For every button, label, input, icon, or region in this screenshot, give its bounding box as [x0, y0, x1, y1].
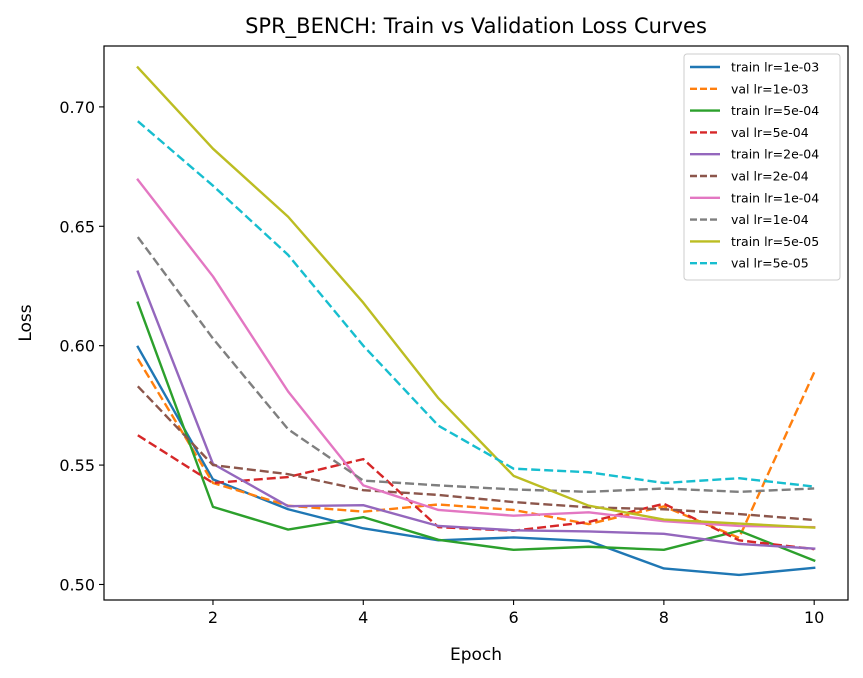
- legend-box: [683, 53, 841, 281]
- y-tick-label: 0.70: [59, 98, 95, 117]
- legend-entry-label: train lr=5e-04: [731, 103, 819, 118]
- series-line-val-lr-2e-04: [136, 385, 815, 522]
- legend: train lr=1e-03 val lr=1e-03 train lr=5e-04…: [683, 53, 841, 281]
- y-tick-label: 0.50: [59, 575, 95, 594]
- legend-entry-label: train lr=1e-04: [731, 190, 819, 205]
- legend-entry-label: train lr=5e-05: [731, 234, 819, 249]
- y-axis-label: Loss: [16, 304, 36, 341]
- series-line-train-lr-2e-04: [136, 270, 816, 550]
- y-axis-ticks: 0.50 0.55 0.60 0.65 0.70: [59, 98, 104, 594]
- plot-frame: [103, 45, 849, 601]
- series-line-train-lr-1e-04: [136, 178, 816, 529]
- x-tick-label: 6: [508, 608, 518, 627]
- x-tick-label: 8: [659, 608, 669, 627]
- series-line-train-lr-5e-04: [136, 301, 816, 563]
- x-tick-label: 2: [208, 608, 218, 627]
- x-axis-label: Epoch: [450, 645, 502, 665]
- chart-title: SPR_BENCH: Train vs Validation Loss Curv…: [245, 14, 707, 39]
- x-tick-label: 10: [804, 608, 824, 627]
- y-tick-label: 0.55: [59, 456, 95, 475]
- series-line-val-lr-1e-04: [136, 236, 815, 494]
- legend-entry-label: val lr=5e-04: [731, 125, 809, 140]
- y-tick-label: 0.60: [59, 337, 95, 356]
- x-axis-ticks: 2 4 6 8 10: [208, 600, 824, 627]
- legend-entry-label: val lr=1e-04: [731, 212, 809, 227]
- plot-area: [136, 65, 816, 577]
- legend-entry-label: val lr=2e-04: [731, 169, 809, 184]
- legend-entry-label: val lr=1e-03: [731, 81, 809, 96]
- series-line-train-lr-5e-05: [136, 65, 816, 529]
- legend-entry-label: train lr=1e-03: [731, 60, 819, 75]
- y-tick-label: 0.65: [59, 217, 95, 236]
- legend-entry-label: val lr=5e-05: [731, 256, 809, 271]
- series-line-val-lr-5e-05: [137, 120, 815, 488]
- x-tick-label: 4: [358, 608, 368, 627]
- legend-entry-label: train lr=2e-04: [731, 147, 819, 162]
